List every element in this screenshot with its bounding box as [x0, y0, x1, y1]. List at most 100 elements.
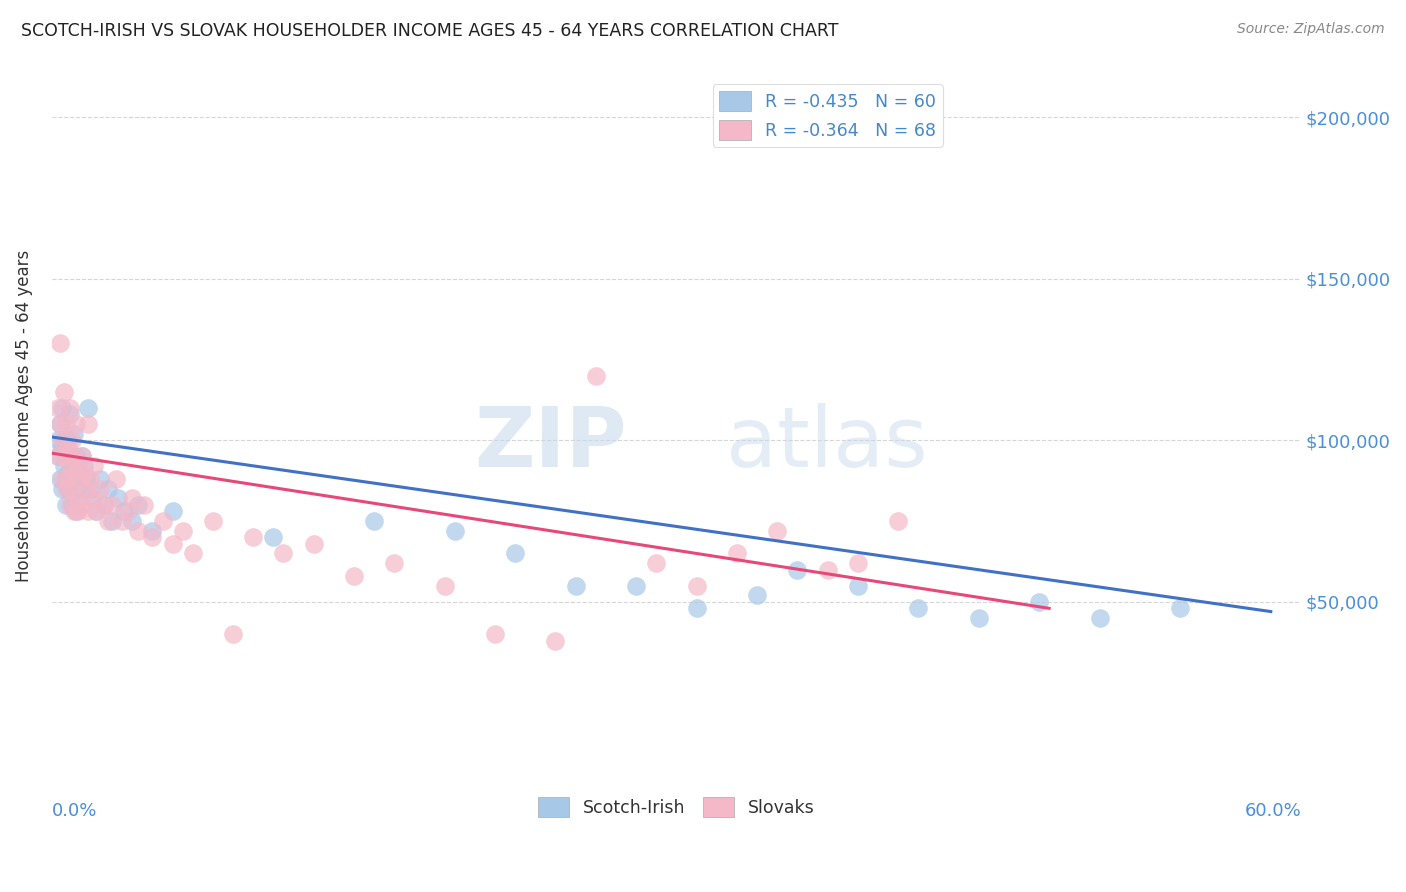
Point — [503, 546, 526, 560]
Point — [66, 472, 89, 486]
Point — [1028, 595, 1050, 609]
Point — [107, 491, 129, 506]
Point — [242, 530, 264, 544]
Point — [55, 472, 77, 486]
Point — [93, 498, 115, 512]
Point — [60, 434, 83, 448]
Point — [59, 459, 82, 474]
Point — [49, 417, 72, 431]
Point — [887, 514, 910, 528]
Point — [46, 401, 69, 415]
Point — [69, 472, 91, 486]
Point — [66, 504, 89, 518]
Point — [89, 482, 111, 496]
Point — [46, 450, 69, 464]
Point — [97, 482, 120, 496]
Point — [201, 514, 224, 528]
Point — [343, 569, 366, 583]
Point — [65, 504, 87, 518]
Text: 60.0%: 60.0% — [1244, 802, 1301, 820]
Point — [79, 472, 101, 486]
Text: Source: ZipAtlas.com: Source: ZipAtlas.com — [1237, 22, 1385, 37]
Y-axis label: Householder Income Ages 45 - 64 years: Householder Income Ages 45 - 64 years — [15, 250, 32, 582]
Point — [70, 498, 93, 512]
Point — [55, 417, 77, 431]
Point — [63, 482, 86, 496]
Point — [77, 417, 100, 431]
Point — [70, 450, 93, 464]
Point — [65, 491, 87, 506]
Point — [105, 472, 128, 486]
Point — [56, 472, 79, 486]
Point — [117, 504, 139, 518]
Point — [181, 546, 204, 560]
Point — [79, 482, 101, 496]
Point — [52, 434, 75, 448]
Point — [382, 556, 405, 570]
Text: ZIP: ZIP — [474, 403, 627, 484]
Point — [46, 434, 69, 448]
Point — [134, 498, 156, 512]
Point — [69, 466, 91, 480]
Point — [817, 562, 839, 576]
Point — [112, 504, 135, 518]
Point — [75, 482, 97, 496]
Point — [302, 537, 325, 551]
Point — [846, 556, 869, 570]
Point — [1088, 611, 1111, 625]
Point — [63, 466, 86, 480]
Point — [97, 514, 120, 528]
Point — [63, 426, 86, 441]
Point — [65, 450, 87, 464]
Point — [49, 472, 72, 486]
Point — [101, 498, 124, 512]
Point — [101, 514, 124, 528]
Point — [55, 450, 77, 464]
Point — [685, 601, 707, 615]
Point — [49, 417, 72, 431]
Point — [46, 450, 69, 464]
Point — [89, 472, 111, 486]
Point — [59, 498, 82, 512]
Text: 0.0%: 0.0% — [52, 802, 97, 820]
Point — [56, 466, 79, 480]
Point — [172, 524, 194, 538]
Point — [162, 537, 184, 551]
Point — [51, 482, 73, 496]
Point — [59, 401, 82, 415]
Point — [65, 417, 87, 431]
Point — [443, 524, 465, 538]
Point — [51, 434, 73, 448]
Point — [121, 491, 143, 506]
Point — [141, 524, 163, 538]
Point — [111, 514, 134, 528]
Point — [967, 611, 990, 625]
Point — [624, 579, 647, 593]
Point — [363, 514, 385, 528]
Point — [59, 408, 82, 422]
Point — [127, 524, 149, 538]
Point — [63, 504, 86, 518]
Point — [73, 459, 96, 474]
Point — [52, 459, 75, 474]
Point — [121, 514, 143, 528]
Point — [75, 472, 97, 486]
Point — [585, 368, 607, 383]
Point — [83, 459, 105, 474]
Point — [60, 482, 83, 496]
Point — [544, 633, 567, 648]
Point — [77, 504, 100, 518]
Point — [55, 482, 77, 496]
Point — [564, 579, 586, 593]
Legend: Scotch-Irish, Slovaks: Scotch-Irish, Slovaks — [531, 790, 821, 824]
Point — [222, 627, 245, 641]
Point — [52, 384, 75, 399]
Point — [93, 498, 115, 512]
Point — [80, 491, 103, 506]
Point — [60, 450, 83, 464]
Point — [70, 450, 93, 464]
Point — [52, 450, 75, 464]
Point — [766, 524, 789, 538]
Point — [725, 546, 748, 560]
Point — [645, 556, 668, 570]
